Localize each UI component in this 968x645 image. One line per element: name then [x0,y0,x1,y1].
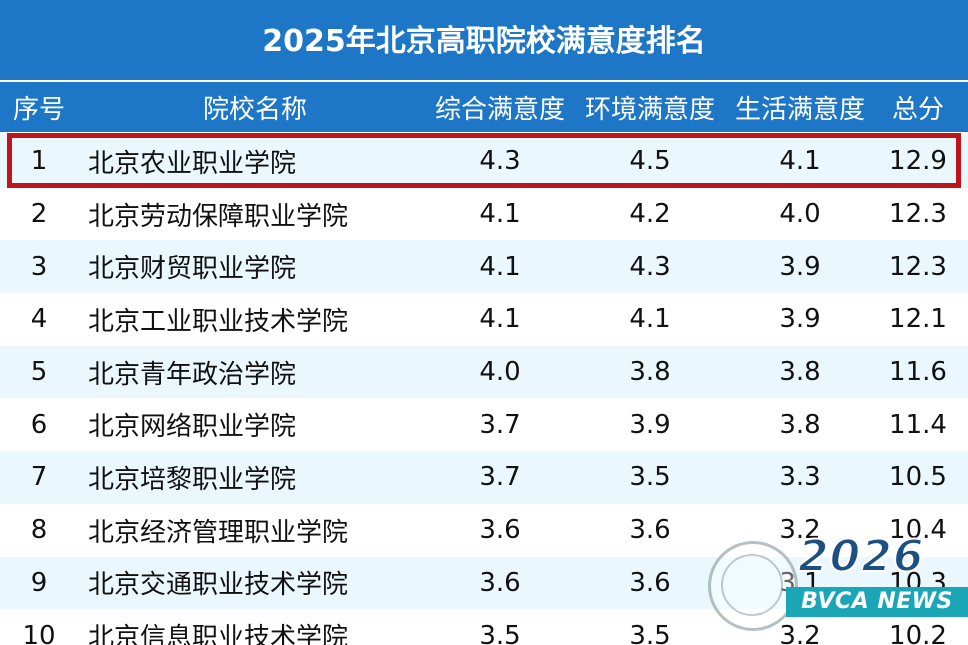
cell-total: 10.2 [889,620,947,645]
cell-environment: 4.3 [629,251,671,282]
cell-name: 北京劳动保障职业学院 [88,201,349,232]
table-row: 3 北京财贸职业学院 4.1 4.3 3.9 12.3 [0,240,968,294]
header-life: 生活满意度 [734,94,865,125]
cell-environment: 3.6 [629,515,671,546]
cell-name: 北京青年政治学院 [88,359,297,390]
cell-life: 3.2 [779,515,821,546]
cell-overall: 4.3 [479,146,521,177]
cell-life: 4.1 [779,146,821,177]
cell-name: 北京培黎职业学院 [88,464,297,495]
table-row: 6 北京网络职业学院 3.7 3.9 3.8 11.4 [0,398,968,452]
cell-total: 10.4 [889,515,947,546]
header-name: 院校名称 [202,94,307,125]
cell-name: 北京交通职业技术学院 [88,570,349,601]
cell-environment: 3.5 [629,620,671,645]
watermark-brand: BVCA NEWS [786,587,968,617]
table-row: 5 北京青年政治学院 4.0 3.8 3.8 11.6 [0,345,968,399]
table-row: 7 北京培黎职业学院 3.7 3.5 3.3 10.5 [0,451,968,504]
cell-overall: 4.1 [479,199,521,230]
table-title: 2025年北京高职院校满意度排名 [0,0,968,80]
header-environment: 环境满意度 [584,94,715,125]
cell-total: 12.3 [889,199,947,230]
cell-overall: 3.6 [479,515,521,546]
cell-rank: 7 [30,462,48,493]
cell-total: 12.9 [889,146,947,177]
header-rank: 序号 [12,94,65,125]
cell-environment: 3.9 [629,409,671,440]
cell-name: 北京网络职业学院 [88,412,297,443]
cell-life: 3.8 [779,409,821,440]
cell-environment: 3.8 [629,357,671,388]
cell-rank: 4 [30,304,48,335]
cell-name: 北京经济管理职业学院 [88,517,349,548]
cell-life: 3.8 [779,357,821,388]
table-row: 8 北京经济管理职业学院 3.6 3.6 3.2 10.4 [0,503,968,557]
cell-life: 3.2 [779,620,821,645]
cell-overall: 4.1 [479,251,521,282]
cell-name: 北京财贸职业学院 [88,254,297,285]
cell-rank: 3 [30,251,48,282]
cell-name: 北京工业职业技术学院 [88,306,349,337]
news-watermark: 2026 BVCA NEWS [708,523,968,631]
cell-overall: 3.7 [479,462,521,493]
cell-total: 12.3 [889,251,947,282]
cell-environment: 4.2 [629,199,671,230]
cell-total: 12.1 [889,304,947,335]
cell-rank: 10 [22,620,56,645]
cell-overall: 4.1 [479,304,521,335]
cell-total: 11.6 [889,357,947,388]
cell-rank: 5 [30,357,48,388]
cell-environment: 4.1 [629,304,671,335]
watermark-year: 2026 [797,530,925,583]
table-row: 10 北京信息职业技术学院 3.5 3.5 3.2 10.2 [0,609,968,645]
cell-rank: 1 [30,146,48,177]
cell-rank: 8 [30,515,48,546]
table-header-row: 序号 院校名称 综合满意度 环境满意度 生活满意度 总分 [0,82,968,132]
table-row: 2 北京劳动保障职业学院 4.1 4.2 4.0 12.3 [0,187,968,241]
table-row: 1 北京农业职业学院 4.3 4.5 4.1 12.9 [0,135,968,188]
cell-name: 北京农业职业学院 [88,148,297,179]
cell-total: 10.5 [889,462,947,493]
table-body: 1 北京农业职业学院 4.3 4.5 4.1 12.9 2 北京劳动保障职业学院… [0,135,968,645]
header-overall: 综合满意度 [434,94,565,125]
header-total: 总分 [891,94,944,125]
cell-rank: 9 [30,567,48,598]
school-seal-icon [708,541,798,631]
cell-life: 3.3 [779,462,821,493]
cell-name: 北京信息职业技术学院 [88,623,349,645]
cell-environment: 3.5 [629,462,671,493]
cell-overall: 3.6 [479,567,521,598]
cell-total: 11.4 [889,409,947,440]
cell-overall: 3.7 [479,409,521,440]
cell-overall: 3.5 [479,620,521,645]
cell-rank: 2 [30,199,48,230]
cell-environment: 3.6 [629,567,671,598]
cell-life: 4.0 [779,199,821,230]
cell-overall: 4.0 [479,357,521,388]
cell-life: 3.9 [779,251,821,282]
table-row: 4 北京工业职业技术学院 4.1 4.1 3.9 12.1 [0,293,968,346]
cell-rank: 6 [30,409,48,440]
cell-life: 3.9 [779,304,821,335]
cell-environment: 4.5 [629,146,671,177]
